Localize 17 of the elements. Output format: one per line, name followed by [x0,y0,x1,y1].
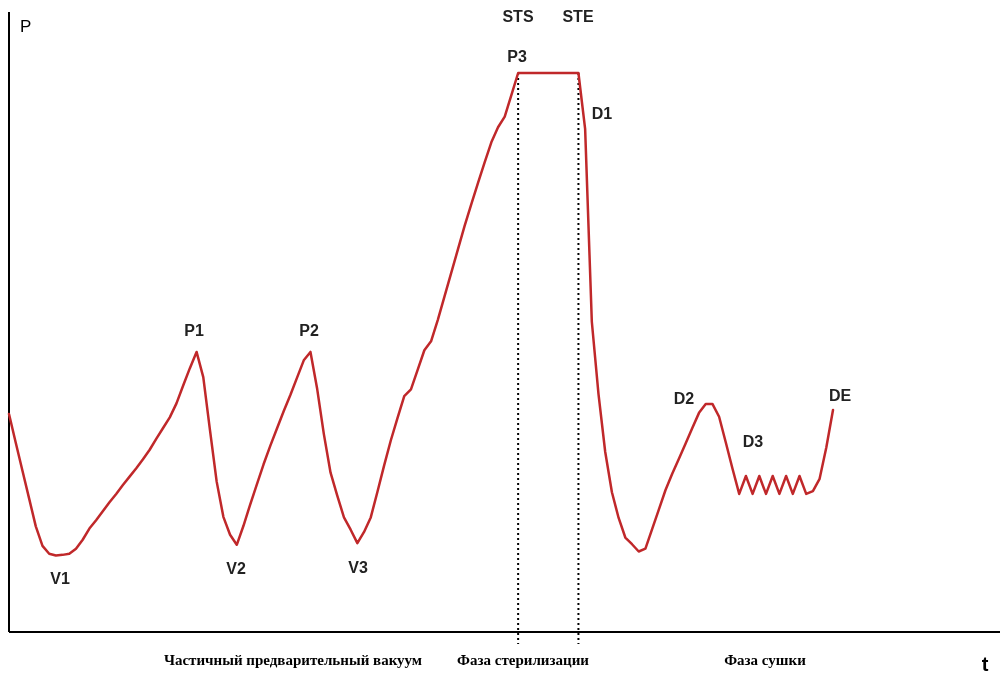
annotation: D1 [591,104,613,122]
text: t [981,653,989,675]
text: Фаза стерилизации [457,652,590,668]
text: P3 [507,47,527,65]
y-axis-title: P [20,17,32,36]
annotation: D2 [673,389,695,407]
text: Частичный предварительный вакуум [163,652,423,668]
annotation: DE [828,386,852,404]
annotation: D3 [742,432,764,450]
text: STE [562,7,594,25]
text: STS [502,7,534,25]
annotation: P1 [184,321,204,339]
annotation: P2 [299,321,319,339]
annotation: V1 [50,569,70,587]
annotation: V2 [226,559,246,577]
annotation: V3 [348,558,368,576]
text: Фаза сушки [724,652,807,668]
